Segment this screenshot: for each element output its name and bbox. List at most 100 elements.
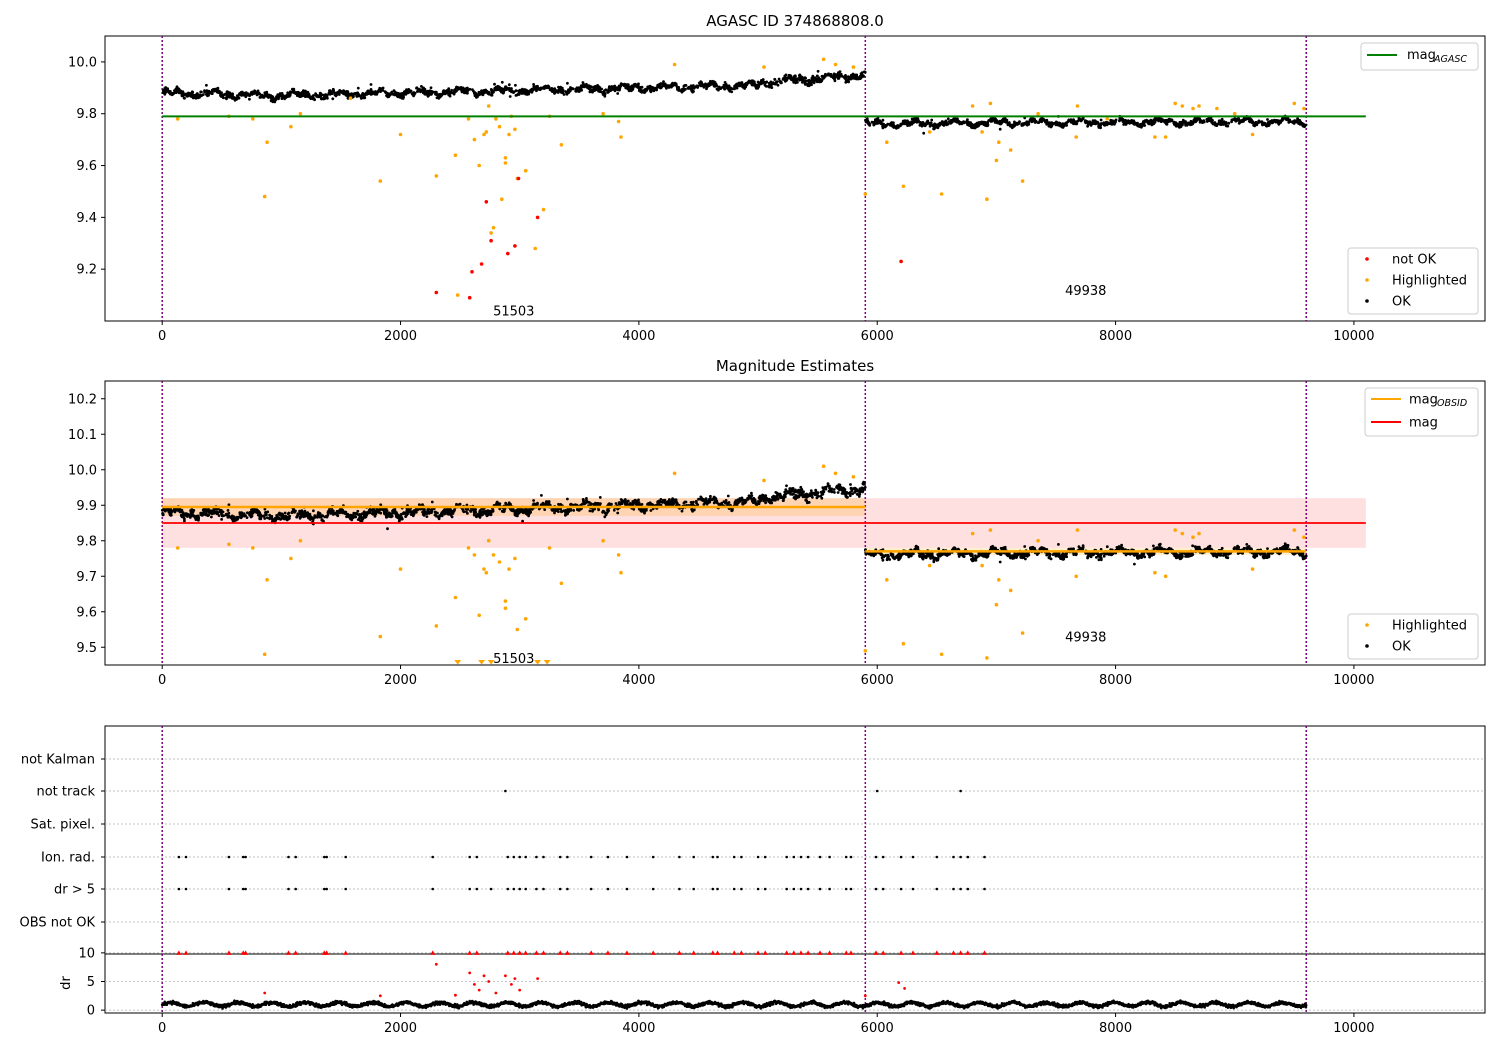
ok-point	[161, 509, 164, 512]
ok-point	[215, 88, 218, 91]
ok-point	[582, 84, 585, 87]
y-tick-label: 9.5	[76, 641, 97, 656]
ok-point	[474, 511, 477, 514]
ok-point	[1027, 121, 1030, 124]
ok-point	[744, 499, 747, 502]
ok-point	[424, 88, 427, 91]
ok-point	[251, 91, 254, 94]
ok-point	[764, 84, 767, 87]
ok-point	[918, 121, 921, 124]
ok-point	[979, 121, 982, 124]
not-ok-point	[468, 296, 472, 300]
ok-point	[458, 503, 461, 506]
highlighted-point	[1105, 117, 1109, 121]
ok-point	[471, 88, 474, 91]
ok-point	[908, 124, 911, 127]
ok-point	[839, 74, 842, 77]
ok-point	[521, 89, 524, 92]
ok-point	[386, 527, 389, 530]
highlighted-point	[1074, 135, 1078, 139]
ok-point	[434, 511, 437, 514]
ok-point	[603, 515, 606, 518]
highlighted-point	[985, 197, 989, 201]
ok-point	[426, 90, 429, 93]
ok-point	[1000, 121, 1003, 124]
ok-point	[713, 502, 716, 505]
ok-point	[399, 96, 402, 99]
highlighted-point	[1233, 112, 1237, 116]
ok-point	[1215, 123, 1218, 126]
ok-point	[191, 514, 194, 517]
ok-point	[699, 84, 702, 87]
highlighted-point	[617, 120, 621, 124]
ok-point	[794, 79, 797, 82]
ok-point	[560, 87, 563, 90]
ok-point	[216, 511, 219, 514]
ok-point	[361, 93, 364, 96]
highlighted-point	[485, 130, 489, 134]
highlighted-point	[902, 185, 906, 189]
ok-point	[164, 88, 167, 91]
ok-point	[270, 515, 273, 518]
ok-point	[353, 92, 356, 95]
ok-point	[734, 87, 737, 90]
ok-point	[543, 85, 546, 88]
ok-point	[453, 508, 456, 511]
ok-point	[700, 497, 703, 500]
ok-point	[255, 91, 258, 94]
ok-point	[670, 503, 673, 506]
ok-point	[1287, 121, 1290, 124]
ok-point	[607, 91, 610, 94]
ok-point	[331, 97, 334, 100]
ok-point	[309, 96, 312, 99]
ok-point	[1200, 120, 1203, 123]
ok-point	[508, 83, 511, 86]
ok-point	[1175, 121, 1178, 124]
ok-point	[1298, 119, 1301, 122]
highlighted-point	[265, 140, 269, 144]
ok-point	[821, 75, 824, 78]
ok-point	[1059, 122, 1062, 125]
ok-point	[1092, 119, 1095, 122]
highlighted-point	[1036, 112, 1040, 116]
highlighted-point	[1076, 104, 1080, 108]
ok-point	[986, 122, 989, 125]
highlighted-point	[1021, 179, 1025, 183]
ok-point	[176, 87, 179, 90]
highlighted-point	[864, 192, 868, 196]
ok-point	[532, 499, 535, 502]
ok-point	[536, 88, 539, 91]
ok-point	[357, 87, 360, 90]
ok-point	[466, 512, 469, 515]
ok-point	[268, 517, 271, 520]
ok-point	[637, 499, 640, 502]
ok-point	[945, 123, 948, 126]
ok-point	[674, 83, 677, 86]
ok-point	[449, 91, 452, 94]
y-tick-label: 9.6	[76, 605, 97, 620]
obsid-label: 51503	[493, 305, 534, 320]
ok-point	[1291, 121, 1294, 124]
ok-point	[191, 91, 194, 94]
ok-point	[304, 515, 307, 518]
ok-point	[423, 510, 426, 513]
ok-point	[235, 518, 238, 521]
ok-point	[308, 513, 311, 516]
ok-point	[1131, 121, 1134, 124]
ok-point	[304, 512, 307, 515]
ok-point	[201, 94, 204, 97]
y-tick-label: 9.6	[76, 159, 97, 174]
ok-point	[515, 89, 518, 92]
ok-point	[930, 123, 933, 126]
ok-point	[357, 518, 360, 521]
x-tick-label: 6000	[861, 673, 894, 688]
ok-point	[276, 94, 279, 97]
ok-point	[1105, 121, 1108, 124]
ok-point	[1166, 121, 1169, 124]
ok-point	[948, 120, 951, 123]
ok-point	[210, 516, 213, 519]
ok-point	[371, 93, 374, 96]
ok-point	[415, 508, 418, 511]
ok-point	[610, 88, 613, 91]
ok-point	[739, 85, 742, 88]
